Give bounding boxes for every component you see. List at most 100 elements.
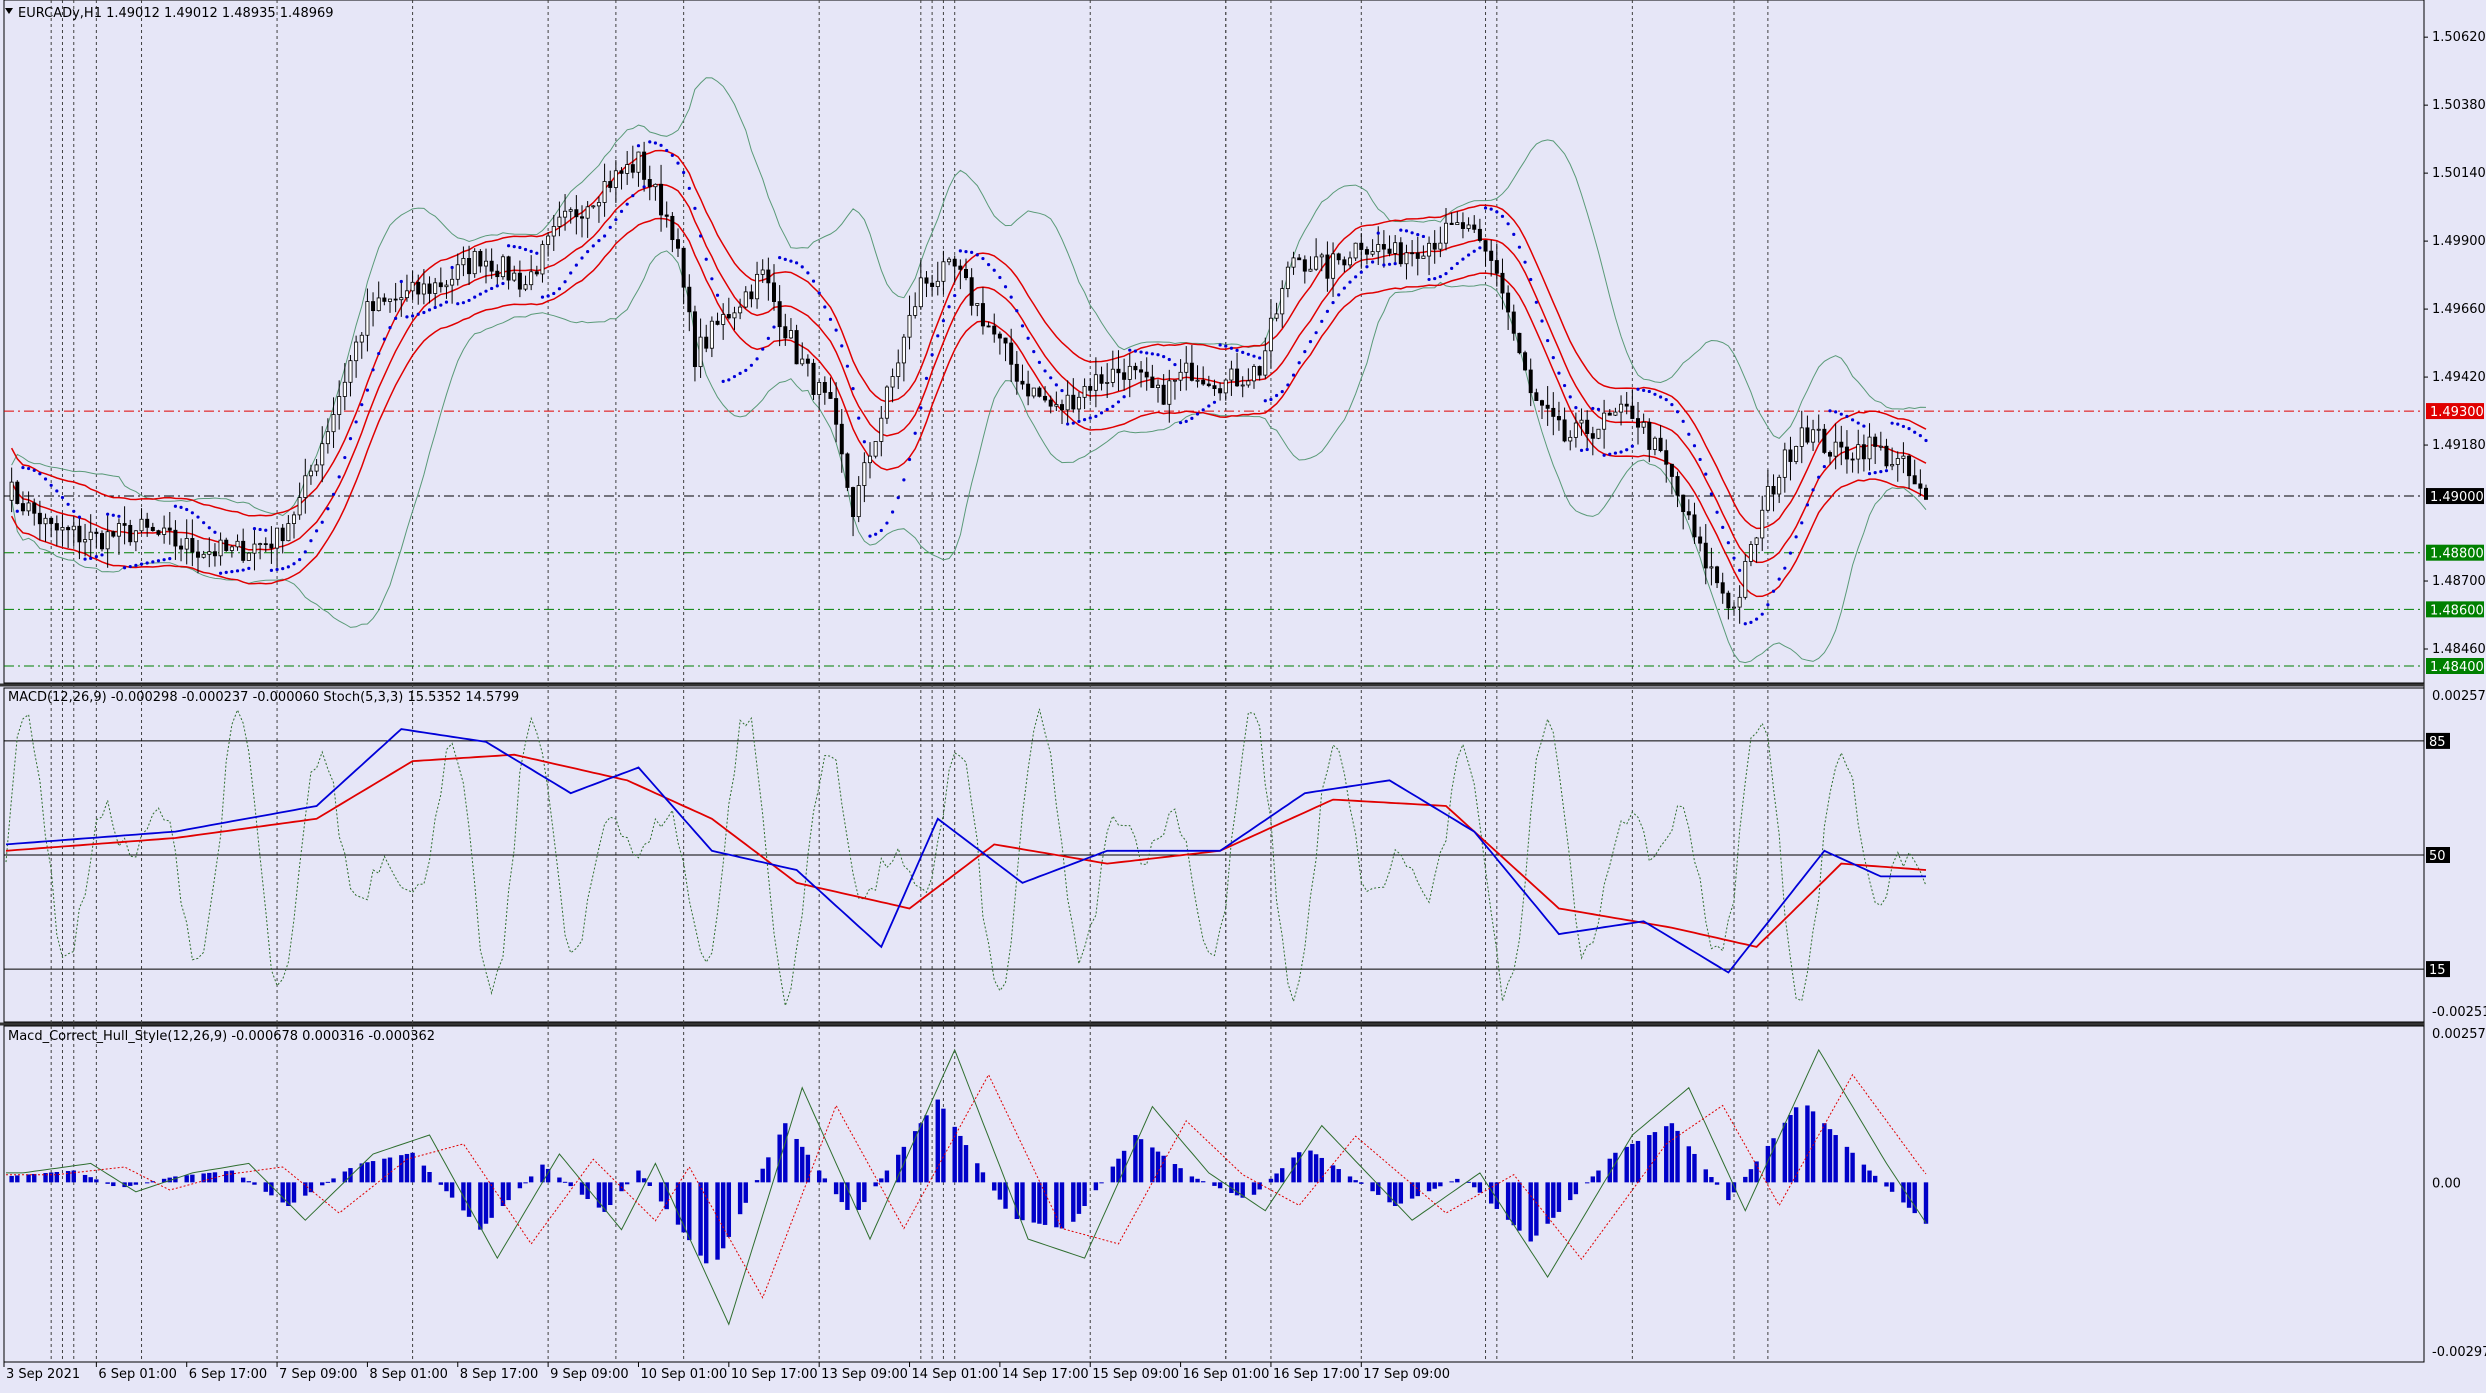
hull-histogram-bar [715,1182,720,1260]
sar-dot [710,277,714,281]
sar-dot [1438,275,1442,279]
sar-dot [1738,568,1742,572]
candle-body [1890,464,1895,467]
sar-dot [1060,388,1064,393]
sar-dot [953,293,957,298]
sar-dot [778,256,782,260]
candle-body [1619,403,1624,413]
candle-body [1523,352,1528,371]
candle-body [427,283,432,294]
macd-stoch-panel[interactable] [4,708,2424,1006]
sar-dot [924,376,929,380]
hull-histogram-bar [579,1182,585,1195]
hull-histogram-bar [128,1182,133,1186]
candle-body [1737,596,1742,608]
candle-body [1398,242,1403,265]
candle-body [1325,254,1330,279]
candle-body [1116,368,1121,374]
candle-body [1195,379,1200,382]
candle-body [1268,317,1273,352]
candle-body [1421,255,1426,259]
candle-body [467,257,472,275]
sar-dot [490,286,494,291]
hull-histogram-bar [641,1178,647,1183]
macd-header: MACD(12,26,9) -0.000298 -0.000237 -0.000… [8,690,519,705]
candle-body [794,330,799,365]
hull-histogram-bar [1042,1182,1048,1225]
candle-body [478,250,483,267]
sar-dot [111,513,115,517]
stoch-level-label: 85 [2429,735,2446,750]
hull-histogram-bar [489,1182,494,1218]
candle-body [1743,561,1748,598]
candle-body [856,485,861,518]
candle-body [1511,311,1516,334]
candle-body [608,181,613,188]
sar-dot [1534,300,1538,304]
sar-dot [794,261,799,265]
hull-histogram-bar [585,1182,590,1200]
sar-dot [213,530,217,534]
candle-body [43,517,48,525]
candle-body [1065,394,1070,411]
sar-dot [1698,457,1702,462]
hull-macd-panel[interactable] [6,1048,1929,1326]
sar-dot [941,319,946,323]
price-level-tag [2426,658,2484,675]
candle-body [1607,412,1612,416]
sar-dot [1020,324,1025,328]
candle-body [506,256,511,281]
sar-dot [1596,407,1601,411]
sar-dot [1111,404,1115,408]
hull-histogram-bar [359,1163,364,1183]
sar-dot [173,504,178,508]
hull-histogram-bar [325,1181,331,1183]
sar-dot [275,567,279,572]
hull-histogram-bar [1494,1182,1500,1209]
candle-body [1037,387,1042,397]
sar-dot [230,570,234,574]
sar-dot [930,353,934,357]
price-tick-label: 1.50380 [2432,98,2486,113]
candle-body [1799,427,1804,447]
candle-body [1444,222,1449,244]
sar-dot [1218,343,1222,347]
candle-body [1912,475,1917,485]
candle-body [997,333,1002,339]
sar-dot [523,247,528,252]
sar-dot [399,279,403,284]
hull-histogram-bar [737,1182,743,1215]
sar-dot [1258,356,1262,360]
hull-histogram-bar [1234,1182,1240,1196]
hull-main-line [6,1048,1927,1326]
candle-body [766,269,771,284]
candle-body [738,306,743,314]
sar-dot [1517,245,1522,249]
candle-body [1370,251,1375,255]
sar-dot [1636,387,1640,391]
candle-body [1274,313,1279,319]
candle-body [241,540,246,561]
candle-body [444,284,449,288]
candle-body [100,533,105,550]
hull-histogram-bar [1906,1182,1912,1208]
dropdown-triangle-icon[interactable] [5,8,13,14]
candle-body [596,202,601,207]
sar-dot [1867,472,1872,476]
sar-dot [1212,400,1217,404]
hull-histogram-bar [557,1177,562,1183]
candle-body [297,497,302,516]
candle-body [1754,537,1759,545]
sar-dot [670,153,674,157]
main-price-panel[interactable] [4,77,2424,667]
sar-dot [1483,206,1488,210]
hull-histogram-bar [862,1182,867,1203]
candle-body [1861,444,1866,460]
sar-dot [1721,525,1725,530]
sar-dot [1551,356,1555,360]
sar-dot [1043,369,1047,373]
time-tick-label: 10 Sep 01:00 [640,1367,727,1382]
price-level-tag-label: 1.49300 [2430,405,2484,420]
hull-histogram-bar [1014,1182,1020,1220]
